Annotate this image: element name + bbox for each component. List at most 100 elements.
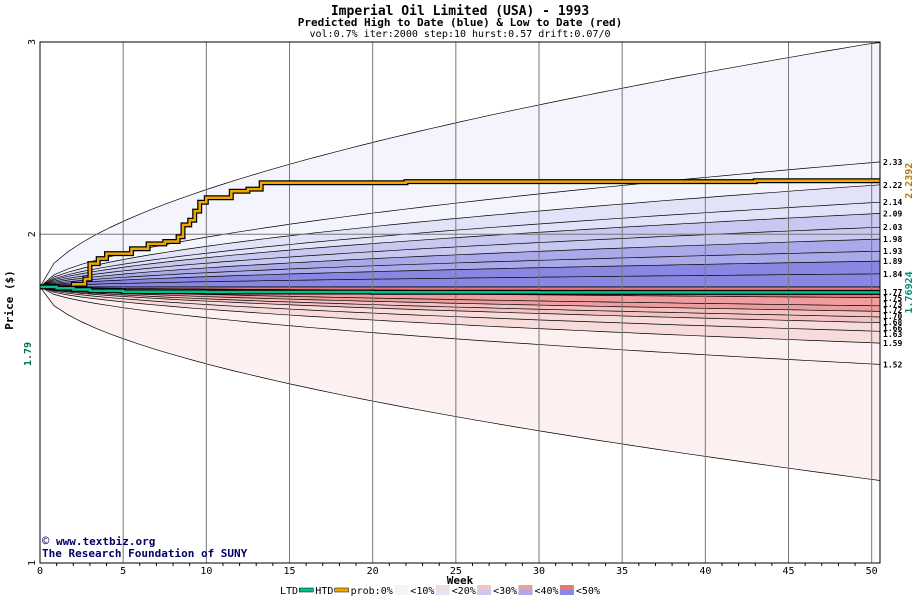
x-tick-labels: 0 5 10 15 20 25 30 35 40 45 50 [37,566,878,577]
side-label: 1.76924 [904,271,915,313]
x-tick-label-25: 25 [450,566,462,577]
end-label: 2.14 [883,198,902,207]
end-label: 2.09 [883,209,902,218]
x-tick-label-20: 20 [367,566,379,577]
end-label: 1.84 [883,270,902,279]
band-edge-21 [39,286,881,481]
credit-url: www.textbiz.org [56,535,155,548]
y-axis-label: Price ($) [3,270,16,330]
low-band-9 [40,286,880,481]
x-tick-label-10: 10 [200,566,212,577]
high-band-6 [40,239,880,287]
low-band-2 [40,286,880,306]
low-band-6 [40,286,880,332]
band-edge-9 [39,273,881,288]
legend-htd-label: HTD [315,586,333,597]
end-label: 1.93 [883,247,902,256]
legend-prob-red-3 [518,585,533,590]
band-edge-6 [39,238,881,288]
legend-prob-label-2: <20% [452,586,476,597]
end-label: 1.68 [883,318,902,327]
low-band-8 [40,286,880,365]
legend-prob-blue-2 [477,590,492,595]
y-tick-label-3: 3 [27,39,38,45]
legend-prob-red-4 [559,585,574,590]
high-band-0 [40,42,880,287]
band-edge-2 [39,184,881,288]
end-label: 2.22 [883,181,902,190]
series-layer [40,178,880,295]
x-tick-label-35: 35 [616,566,628,577]
band-edge-18 [39,286,881,332]
low-band-5 [40,286,880,323]
low-band-4 [40,286,880,317]
band-edge-5 [39,226,881,288]
end-label: 1.52 [883,360,902,369]
end-label: 1.66 [883,324,902,333]
band-edge-20 [39,286,881,365]
low-band-7 [40,286,880,344]
plot-frame [39,41,881,564]
band-layer [39,42,881,481]
x-axis-label: Week [447,574,474,587]
series-HTD [40,179,880,289]
high-band-1 [40,161,880,287]
legend-ltd-swatch [299,587,314,593]
legend-prob-label-4: <40% [535,586,559,597]
high-band-2 [40,184,880,287]
band-edge-15 [39,286,881,312]
y-tick-label-1: 1 [27,560,38,566]
legend-prob-blue-0 [394,590,409,595]
end-value-labels: 2.33 2.22 2.14 2.09 2.03 1.98 1.931.89 1.84 1.77… [883,158,902,370]
legend-prob-blue-1 [435,590,450,595]
x-tick-label-0: 0 [37,566,43,577]
right-side-labels: 2.2392 1.76924 [904,163,915,314]
end-label: 1.72 [883,306,902,315]
high-band-3 [40,202,880,287]
end-label: 2.33 [883,158,902,167]
band-edge-4 [39,213,881,288]
legend-prob-label-1: <10% [410,586,434,597]
end-label: 1.77 [883,288,902,297]
y-tick-label-2: 2 [27,231,38,237]
end-label: 1.63 [883,330,902,339]
end-label: 1.59 [883,339,902,348]
x-tick-label-30: 30 [533,566,545,577]
legend-prob-blue-3 [518,590,533,595]
legend-prob-red-1 [435,585,450,590]
series-LTD [40,285,880,294]
credit-org: The Research Foundation of SUNY [42,547,248,560]
legend-htd-swatch [334,587,349,593]
high-band-4 [40,213,880,287]
band-edge-16 [39,286,881,318]
end-label: 1.73 [883,300,902,309]
credits: © www.textbiz.org The Research Foundatio… [42,534,248,560]
low-band-3 [40,286,880,312]
x-tick-label-50: 50 [866,566,878,577]
legend-ltd-label: LTD [280,586,298,597]
x-tick-label-40: 40 [699,566,711,577]
x-tick-label-45: 45 [782,566,794,577]
chart-params: vol:0.7% iter:2000 step:10 hurst:0.57 dr… [309,29,610,40]
legend-prob-label-0: prob:0% [351,586,393,597]
end-label: 1.70 [883,312,902,321]
legend-prob-label-5: <50% [576,586,600,597]
y-tick-labels: 1 2 3 [27,39,38,566]
high-band-7 [40,251,880,287]
chart-subtitle: Predicted High to Date (blue) & Low to D… [298,16,623,29]
band-edge-17 [39,286,881,323]
legend-prob-red-0 [394,585,409,590]
x-tick-label-5: 5 [120,566,126,577]
legend-prob-red-2 [477,585,492,590]
high-band-9 [40,273,880,287]
high-band-8 [40,261,880,287]
start-price-label: 1.79 [23,342,34,366]
band-edge-19 [39,286,881,344]
end-label: 1.89 [883,257,902,266]
legend: LTD HTD prob:0% <10% <20% <30% <40% <50% [280,585,600,597]
copyright-icon: © [42,534,50,548]
chart-title: Imperial Oil Limited (USA) - 1993 [331,4,589,19]
legend-prob-blue-4 [559,590,574,595]
band-edge-8 [39,260,881,288]
